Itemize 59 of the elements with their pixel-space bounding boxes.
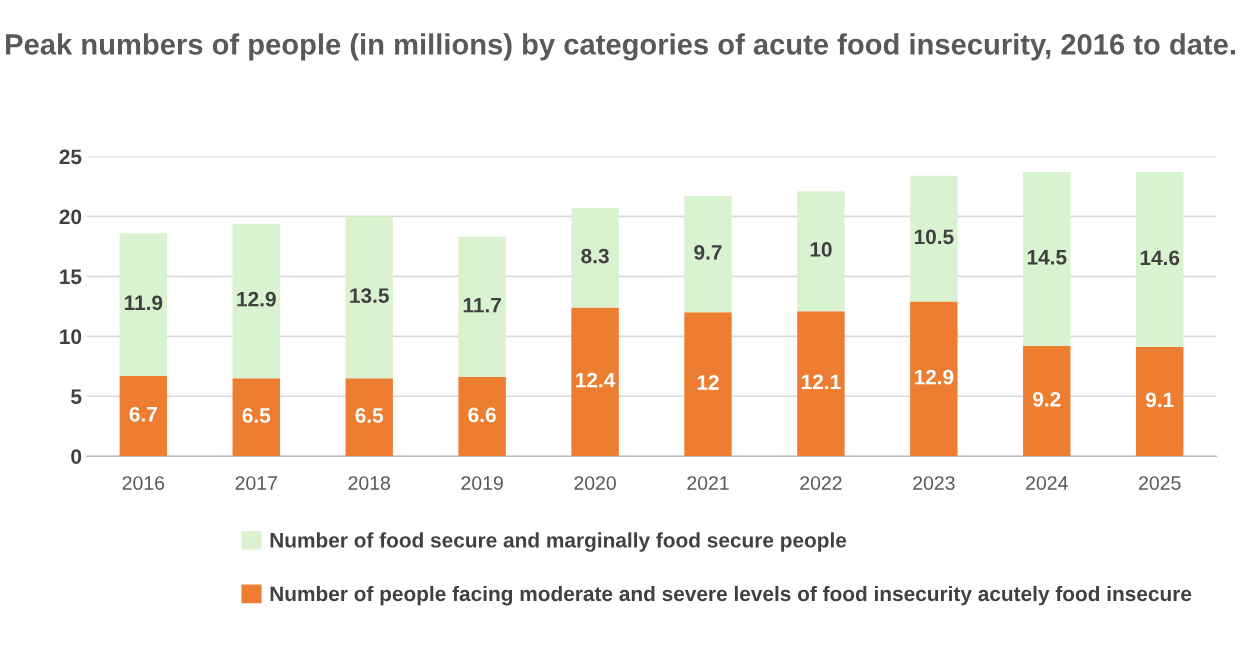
- x-tick-label: 2025: [1139, 476, 1181, 490]
- x-tick-label: 2021: [687, 476, 729, 490]
- bar: [1136, 172, 1184, 348]
- y-tick-label: 20: [59, 209, 82, 225]
- bar: [797, 311, 845, 457]
- bar: [571, 208, 619, 308]
- bar: [1023, 345, 1071, 457]
- bar: [571, 307, 619, 457]
- data-label: 12.4: [576, 372, 616, 388]
- y-tick-label: 5: [71, 389, 82, 405]
- bar: [458, 377, 506, 457]
- data-label: 10: [810, 242, 832, 257]
- x-tick-label: 2020: [574, 476, 616, 490]
- data-label: 8.3: [581, 248, 609, 264]
- data-label: 13.5: [350, 288, 389, 303]
- bar: [684, 312, 732, 457]
- chart-title: Peak numbers of people (in millions) by categories of acute food insecurity, 2016 to date.: [6, 33, 1235, 61]
- bar: [1023, 172, 1071, 346]
- x-tick-label: 2023: [913, 476, 955, 490]
- bar: [684, 196, 732, 313]
- legend-label: Number of people facing moderate and severe levels of food insecurity acutely food insecure: [270, 585, 1192, 606]
- x-tick-label: 2017: [235, 476, 277, 490]
- data-label: 11.9: [124, 295, 163, 311]
- bar: [232, 223, 280, 379]
- x-tick-label: 2018: [348, 476, 390, 490]
- bar: [1136, 347, 1184, 457]
- data-label: 11.7: [463, 298, 501, 313]
- y-tick-label: 15: [60, 269, 82, 285]
- y-tick-label: 10: [60, 329, 82, 345]
- data-label: 9.2: [1033, 391, 1061, 407]
- bar: [345, 216, 393, 379]
- data-label: 14.6: [1140, 250, 1180, 266]
- x-tick-label: 2024: [1026, 476, 1068, 490]
- bar: [119, 375, 168, 457]
- bar: [345, 378, 393, 457]
- bar: [232, 378, 280, 457]
- data-label: 14.5: [1027, 250, 1067, 265]
- data-label: 10.5: [914, 229, 954, 245]
- data-label: 12.1: [801, 374, 841, 390]
- x-tick-label: 2016: [122, 476, 165, 490]
- data-label: 9.7: [694, 245, 722, 260]
- bar: [910, 175, 958, 302]
- legend-label: Number of food secure and marginally food secure people: [270, 532, 847, 552]
- x-tick-label: 2019: [461, 476, 503, 490]
- x-tick-label: 2022: [800, 476, 842, 490]
- data-label: 12.9: [914, 369, 954, 385]
- data-label: 6.5: [242, 408, 271, 423]
- data-label: 9.1: [1145, 392, 1174, 408]
- data-label: 6.6: [468, 407, 496, 423]
- data-label: 12.9: [237, 291, 276, 307]
- y-tick-label: 0: [71, 449, 82, 464]
- bar: [119, 233, 168, 376]
- data-label: 6.5: [355, 408, 384, 423]
- data-label: 6.7: [129, 406, 157, 422]
- bar: [797, 191, 845, 312]
- data-label: 12: [697, 375, 719, 390]
- y-tick-label: 25: [59, 149, 82, 165]
- bar: [910, 301, 958, 457]
- bar: [458, 236, 506, 378]
